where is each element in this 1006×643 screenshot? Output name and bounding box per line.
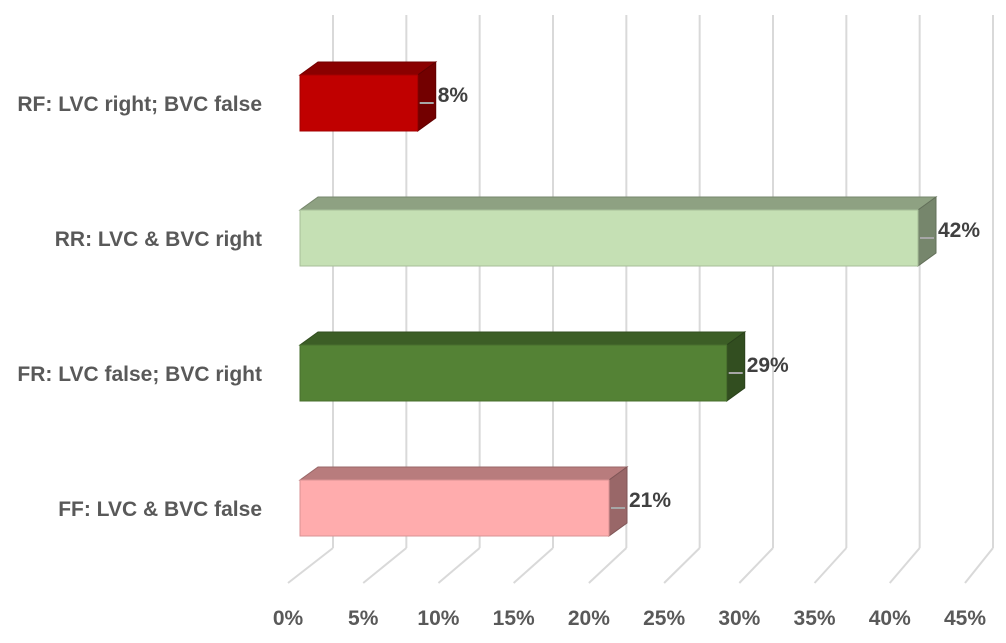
data-label: 42% [938, 219, 980, 242]
bar-front [299, 74, 419, 132]
x-tick-label: 25% [643, 607, 685, 630]
x-tick-label: 0% [273, 607, 304, 630]
bar-front [299, 479, 610, 537]
x-tick-labels: 0% 5% 10% 15% 20% 25% 30% 35% 40% 45% [273, 607, 987, 630]
data-labels: 8% 42% 29% 21% [438, 84, 981, 512]
gridline-floor [813, 547, 848, 584]
x-tick-label: 5% [348, 607, 379, 630]
x-tick-label: 15% [493, 607, 535, 630]
gridline-floor [738, 547, 774, 584]
x-tick-label: 10% [417, 607, 459, 630]
x-tick-label: 40% [869, 607, 911, 630]
gridline-floor [362, 547, 407, 584]
bars [298, 61, 938, 537]
bar-top [298, 466, 629, 481]
category-label: FF: LVC & BVC false [58, 498, 262, 521]
category-label: RR: LVC & BVC right [55, 228, 262, 251]
category-label: RF: LVC right; BVC false [17, 93, 262, 116]
bar [298, 61, 438, 132]
category-labels: RF: LVC right; BVC false RR: LVC & BVC ri… [17, 93, 262, 521]
bar-top [298, 331, 747, 346]
gridline-floor [663, 547, 701, 584]
x-tick-label: 20% [568, 607, 610, 630]
x-tick-label: 35% [794, 607, 836, 630]
data-label: 8% [438, 84, 469, 107]
gridline-floor [513, 547, 554, 584]
category-label: FR: LVC false; BVC right [17, 363, 262, 386]
bar-front [299, 344, 728, 402]
x-tick-label: 30% [718, 607, 760, 630]
x-tick-label: 45% [944, 607, 986, 630]
bar-top [298, 196, 938, 211]
bar [298, 331, 747, 402]
gridline-floor [287, 547, 334, 584]
bar [298, 196, 938, 267]
bar [298, 466, 629, 537]
gridline-floor [889, 547, 921, 584]
gridlines [287, 15, 994, 584]
bar-top [298, 61, 438, 76]
bar-front [299, 209, 919, 267]
gridline-floor [588, 547, 628, 584]
data-label: 29% [747, 354, 789, 377]
data-label: 21% [629, 489, 671, 512]
gridline-floor [437, 547, 481, 584]
gridline-floor [964, 547, 994, 584]
